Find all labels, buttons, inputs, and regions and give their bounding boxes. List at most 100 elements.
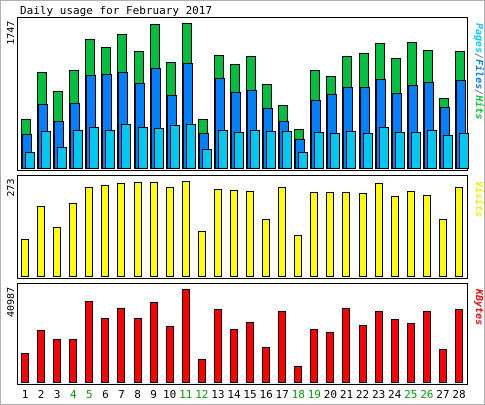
bar-pages-day-3 (57, 147, 67, 169)
y-axis-max-label-visits: 273 (6, 179, 17, 197)
x-tick-label-day-17: 17 (276, 388, 289, 401)
bar-kbytes-day-27 (439, 349, 447, 383)
x-tick-label-day-14: 14 (227, 388, 241, 401)
legend-entry-pages-files-hits-3: / (473, 89, 484, 95)
bar-visits-day-26 (423, 195, 431, 277)
legend-entry-pages-files-hits-1: / (473, 53, 484, 59)
bar-kbytes-day-4 (69, 339, 77, 383)
bar-visits-day-12 (198, 231, 206, 277)
y-axis-max-label-kbytes: 40987 (6, 287, 17, 317)
bar-kbytes-day-7 (117, 308, 125, 383)
bar-kbytes-day-21 (342, 308, 350, 383)
bar-kbytes-day-28 (455, 309, 463, 383)
bar-pages-day-2 (41, 131, 51, 169)
bar-pages-day-12 (202, 149, 212, 169)
bar-visits-day-14 (230, 190, 238, 277)
bar-visits-day-13 (214, 189, 222, 277)
bar-pages-day-19 (314, 132, 324, 169)
x-tick-label-day-8: 8 (134, 388, 141, 401)
bar-kbytes-day-18 (294, 366, 302, 383)
bar-visits-day-9 (150, 182, 158, 277)
bar-kbytes-day-11 (182, 289, 190, 383)
x-tick-label-day-28: 28 (452, 388, 465, 401)
x-tick-label-day-23: 23 (372, 388, 385, 401)
bar-visits-day-18 (294, 235, 302, 277)
bar-pages-day-25 (411, 132, 421, 169)
legend-visits: Visits (473, 181, 485, 217)
bar-visits-day-23 (375, 183, 383, 277)
bar-pages-day-27 (443, 135, 453, 169)
panel-frame-visits (17, 175, 468, 279)
bar-visits-day-20 (326, 192, 334, 277)
x-tick-label-day-19: 19 (308, 388, 321, 401)
x-tick-label-day-7: 7 (118, 388, 125, 401)
bar-pages-day-10 (170, 125, 180, 169)
bar-visits-day-15 (246, 191, 254, 277)
x-tick-label-day-15: 15 (243, 388, 256, 401)
bar-pages-day-15 (250, 130, 260, 169)
bar-kbytes-day-22 (359, 325, 367, 383)
bar-kbytes-day-10 (166, 326, 174, 383)
bar-visits-day-19 (310, 192, 318, 277)
legend-entry-pages-files-hits-4: Hits (473, 94, 485, 119)
x-tick-label-day-5: 5 (86, 388, 93, 401)
bar-visits-day-7 (117, 183, 125, 277)
bar-visits-day-1 (21, 239, 29, 277)
bar-kbytes-day-26 (423, 311, 431, 383)
x-tick-label-day-11: 11 (179, 388, 192, 401)
bar-kbytes-day-17 (278, 311, 286, 383)
bar-visits-day-8 (134, 182, 142, 277)
bar-visits-day-10 (166, 187, 174, 277)
bar-kbytes-day-19 (310, 329, 318, 383)
bar-visits-day-2 (37, 206, 45, 277)
panel-frame-kbytes (17, 283, 468, 385)
bar-visits-day-27 (439, 219, 447, 277)
x-tick-label-day-9: 9 (150, 388, 157, 401)
bar-pages-day-28 (459, 133, 469, 169)
x-tick-label-day-20: 20 (324, 388, 337, 401)
x-tick-label-day-26: 26 (420, 388, 433, 401)
bar-kbytes-day-1 (21, 353, 29, 383)
x-tick-label-day-18: 18 (292, 388, 305, 401)
bar-kbytes-day-20 (326, 332, 334, 383)
x-tick-label-day-16: 16 (259, 388, 272, 401)
x-tick-label-day-27: 27 (436, 388, 449, 401)
bar-pages-day-11 (186, 124, 196, 169)
bar-kbytes-day-9 (150, 302, 158, 383)
bar-kbytes-day-25 (407, 323, 415, 383)
legend-entry-visits-0: Visits (473, 181, 485, 217)
x-tick-label-day-6: 6 (102, 388, 109, 401)
bar-kbytes-day-13 (214, 309, 222, 383)
x-tick-label-day-13: 13 (211, 388, 224, 401)
bar-kbytes-day-6 (101, 318, 109, 383)
bar-pages-day-26 (427, 130, 437, 169)
x-tick-label-day-3: 3 (54, 388, 61, 401)
bar-kbytes-day-5 (85, 301, 93, 383)
bar-kbytes-day-2 (37, 330, 45, 383)
legend-pages-files-hits: Pages/Files/Hits (473, 23, 485, 119)
bar-pages-day-5 (89, 127, 99, 169)
x-tick-label-day-1: 1 (22, 388, 29, 401)
bar-pages-day-20 (330, 133, 340, 169)
bar-pages-day-17 (282, 131, 292, 169)
legend-entry-kbytes-0: KBytes (473, 288, 484, 325)
legend-entry-pages-files-hits-2: Files (473, 59, 485, 89)
bar-pages-day-13 (218, 130, 228, 169)
x-tick-label-day-12: 12 (195, 388, 208, 401)
bar-kbytes-day-12 (198, 359, 206, 383)
bar-pages-day-7 (121, 124, 131, 169)
x-tick-label-day-10: 10 (163, 388, 176, 401)
bar-kbytes-day-15 (246, 322, 254, 383)
panel-frame-pages-files-hits (17, 17, 468, 171)
bar-kbytes-day-14 (230, 329, 238, 383)
x-tick-label-day-4: 4 (70, 388, 77, 401)
bar-kbytes-day-24 (391, 319, 399, 383)
legend-entry-pages-files-hits-0: Pages (473, 23, 484, 53)
bar-pages-day-4 (73, 130, 83, 169)
bar-kbytes-day-23 (375, 311, 383, 383)
x-tick-label-day-2: 2 (38, 388, 45, 401)
bar-visits-day-25 (407, 191, 415, 277)
x-tick-label-day-24: 24 (388, 388, 402, 401)
